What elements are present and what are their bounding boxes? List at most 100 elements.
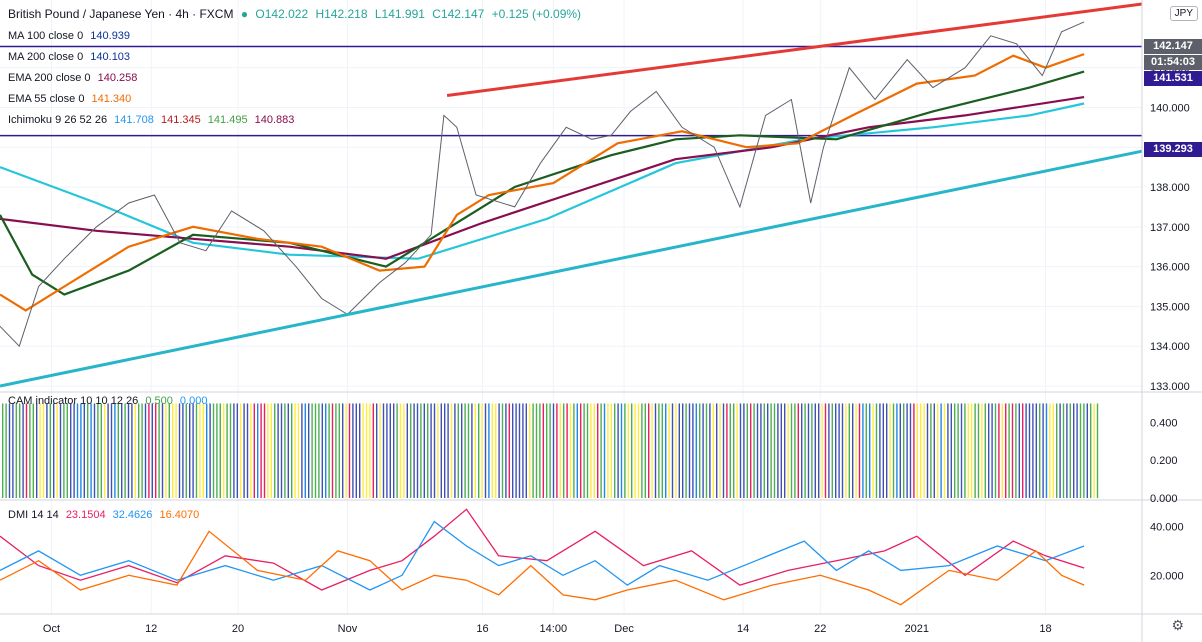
cam-bar-187 (637, 403, 640, 498)
cam-bar-133 (454, 403, 456, 498)
cam-bar-125 (427, 403, 429, 498)
legend-cam[interactable]: CAM indicator 10 10 12 26 0.500 0.000 (8, 395, 211, 408)
cam-bar-28 (97, 403, 99, 498)
symbol-label[interactable]: British Pound / Japanese Yen · 4h · FXCM (8, 7, 234, 21)
cam-bar-262 (892, 403, 895, 498)
cam-bar-192 (654, 403, 657, 498)
cam-bar-279 (950, 403, 952, 498)
cam-bar-89 (304, 403, 306, 498)
cam-bar-280 (954, 403, 956, 498)
cam-bar-7 (25, 403, 28, 498)
cam-bar-198 (675, 403, 677, 498)
settings-gear-icon[interactable]: ⚙ (1171, 617, 1184, 633)
cam-bar-103 (352, 403, 354, 498)
cam-bar-209 (712, 403, 714, 498)
legend-ema200-value: 140.258 (97, 72, 138, 84)
cam-bar-224 (763, 403, 765, 498)
cam-bar-155 (529, 403, 531, 498)
cam-bar-119 (406, 403, 408, 498)
cam-bar-135 (461, 403, 463, 498)
cam-bar-161 (549, 403, 551, 498)
cam-bar-292 (994, 403, 997, 498)
x-tick-10: 18 (1039, 623, 1051, 635)
cam-bar-55 (189, 403, 191, 498)
cam-bar-258 (879, 403, 881, 498)
cam-bar-109 (372, 403, 374, 498)
trendline-1 (0, 149, 1143, 388)
cam-bar-80 (274, 403, 276, 498)
cam-bar-252 (858, 403, 861, 498)
cam-bar-176 (600, 403, 602, 498)
cam-bar-160 (546, 403, 548, 498)
cam-bar-230 (784, 403, 786, 498)
ohlc-close: C142.147 (432, 7, 485, 21)
currency-badge[interactable]: JPY (1169, 6, 1198, 21)
cam-bar-264 (899, 403, 901, 498)
cam-bar-260 (886, 403, 888, 498)
chart-title: British Pound / Japanese Yen · 4h · FXCM… (8, 8, 585, 21)
cam-bar-120 (410, 403, 412, 498)
cam-bar-174 (593, 403, 595, 498)
y-tick-1: 134.000 (1150, 341, 1190, 353)
cam-bar-6 (22, 403, 24, 498)
legend-dmi-label: DMI 14 14 (8, 509, 59, 521)
cam-bar-196 (668, 403, 670, 498)
cam-bar-60 (206, 403, 208, 498)
x-tick-5: 14:00 (540, 623, 568, 635)
cam-bar-205 (699, 403, 701, 498)
cam-bar-63 (216, 403, 218, 498)
legend-cam-v2: 0.000 (179, 395, 208, 407)
cam-bar-93 (318, 403, 320, 498)
cam-bar-235 (801, 403, 803, 498)
legend-ema55[interactable]: EMA 55 close 0 141.340 (8, 93, 135, 106)
cam-bar-182 (620, 403, 623, 498)
legend-ma200[interactable]: MA 200 close 0 140.103 (8, 51, 134, 64)
cam-bar-308 (1049, 403, 1051, 498)
cam-bar-79 (270, 403, 272, 498)
cam-y-tick-2: 0.000 (1150, 493, 1178, 505)
cam-bar-69 (236, 403, 238, 498)
legend-ichimoku[interactable]: Ichimoku 9 26 52 26 141.708 141.345 141.… (8, 114, 298, 127)
cam-bar-271 (923, 403, 925, 498)
cam-bar-249 (848, 403, 850, 498)
cam-bar-101 (345, 403, 347, 498)
cam-bar-231 (787, 403, 789, 498)
cam-bar-222 (756, 403, 759, 498)
cam-bar-216 (736, 403, 738, 498)
cam-bar-83 (284, 403, 286, 498)
cam-bar-159 (542, 403, 544, 498)
legend-ema200[interactable]: EMA 200 close 0 140.258 (8, 72, 141, 85)
cam-bar-245 (835, 403, 837, 498)
legend-cam-v1: 0.500 (145, 395, 173, 407)
cam-bar-9 (32, 403, 34, 498)
cam-bar-1 (5, 403, 7, 498)
cam-bar-32 (110, 403, 113, 498)
cam-bar-272 (926, 403, 929, 498)
cam-bar-143 (488, 403, 490, 498)
cam-bar-284 (967, 403, 969, 498)
legend-dmi-v3: 16.4070 (159, 509, 200, 521)
cam-bar-5 (19, 403, 21, 498)
cam-bar-203 (692, 403, 694, 498)
dmi-line-1 (0, 520, 1085, 591)
cam-bar-52 (178, 403, 181, 498)
cam-bar-191 (651, 403, 653, 498)
dmi-y-tick-1: 20.000 (1150, 570, 1184, 582)
cam-bar-105 (359, 403, 361, 498)
price-tag-level-upper: 141.531 (1144, 71, 1202, 86)
legend-ma100[interactable]: MA 100 close 0 140.939 (8, 30, 134, 43)
x-tick-0: Oct (43, 623, 60, 635)
cam-bar-162 (552, 403, 555, 498)
cam-bar-322 (1096, 403, 1099, 498)
legend-dmi[interactable]: DMI 14 14 23.1504 32.4626 16.4070 (8, 509, 203, 522)
cam-bar-313 (1066, 403, 1068, 498)
cam-bar-92 (314, 403, 317, 498)
cam-bar-78 (267, 403, 269, 498)
cam-bar-265 (903, 403, 905, 498)
cam-bar-320 (1090, 403, 1092, 498)
cam-bar-257 (875, 403, 878, 498)
cam-bar-25 (87, 403, 89, 498)
cam-bar-26 (90, 403, 92, 498)
cam-bar-317 (1079, 403, 1082, 498)
